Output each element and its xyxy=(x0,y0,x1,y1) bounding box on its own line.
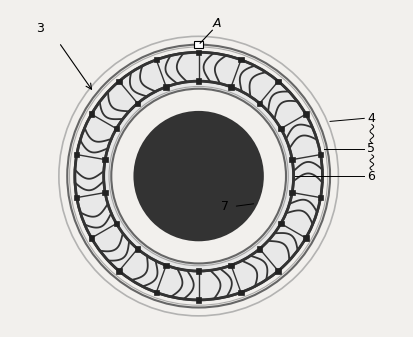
Bar xyxy=(237,290,243,295)
FancyBboxPatch shape xyxy=(194,41,203,48)
Bar xyxy=(116,268,121,274)
Bar xyxy=(135,101,140,106)
Bar xyxy=(289,190,294,195)
Bar xyxy=(114,126,119,131)
Bar xyxy=(275,268,280,274)
Bar xyxy=(114,221,119,226)
Bar xyxy=(256,101,262,106)
Text: 5: 5 xyxy=(366,142,374,155)
Bar xyxy=(302,112,308,117)
Bar xyxy=(102,190,108,195)
Bar xyxy=(302,235,308,241)
Bar xyxy=(289,157,294,162)
Bar xyxy=(256,246,262,251)
Bar xyxy=(278,126,283,131)
Bar xyxy=(153,290,159,295)
Bar xyxy=(153,57,159,62)
Bar xyxy=(228,263,233,268)
Text: 6: 6 xyxy=(366,170,374,183)
Bar xyxy=(74,195,79,200)
Bar xyxy=(275,79,280,84)
Bar xyxy=(195,50,201,55)
Text: 4: 4 xyxy=(366,112,374,125)
Text: A: A xyxy=(212,17,221,30)
Bar xyxy=(228,84,233,90)
Bar xyxy=(88,235,94,241)
Bar xyxy=(195,79,201,84)
Bar xyxy=(135,246,140,251)
Circle shape xyxy=(135,112,262,240)
Text: 3: 3 xyxy=(36,22,44,35)
Bar xyxy=(237,57,243,62)
Bar xyxy=(163,84,169,90)
Wedge shape xyxy=(75,52,322,300)
Text: 7: 7 xyxy=(221,200,229,213)
Bar xyxy=(317,195,323,200)
Bar xyxy=(116,79,121,84)
Bar xyxy=(195,297,201,303)
Bar xyxy=(278,221,283,226)
Bar xyxy=(317,152,323,157)
Bar xyxy=(74,152,79,157)
Bar xyxy=(195,268,201,274)
Bar xyxy=(102,157,108,162)
Bar xyxy=(163,263,169,268)
Bar xyxy=(88,112,94,117)
